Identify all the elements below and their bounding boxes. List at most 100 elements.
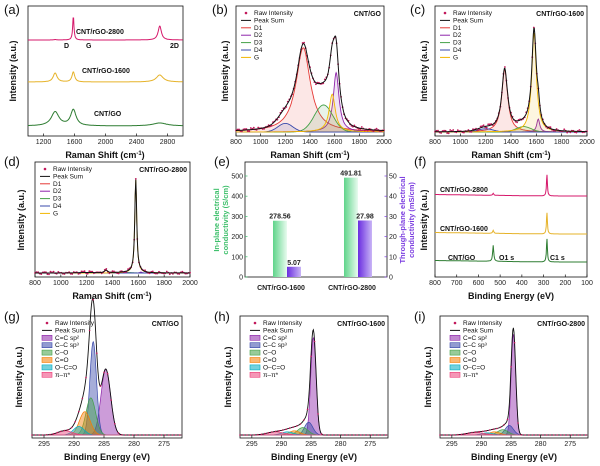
panel-a-xlabel: Raman Shift (cm-1) <box>65 150 144 160</box>
bar-through-1 <box>287 266 301 277</box>
raw-point <box>471 431 473 434</box>
panel-d-xticks: 800 1000 1200 1400 1600 1800 2000 <box>29 274 198 287</box>
raw-point <box>360 434 362 436</box>
panel-f-label: (f) <box>414 154 426 169</box>
panel-h-xlabel: Binding Energy (eV) <box>271 452 357 462</box>
legend-label: Raw Intensity <box>254 10 294 17</box>
raw-point <box>374 434 376 436</box>
raw-point <box>63 273 66 275</box>
panel-e-left-label-2: conductivity (S/cm) <box>221 185 230 255</box>
legend-label: C=C sp² <box>263 335 288 342</box>
raw-point <box>577 434 580 436</box>
raw-point <box>242 434 245 436</box>
tick-label: 1600 <box>131 280 147 287</box>
tick-label: 300 <box>538 280 550 287</box>
tick-label: 290 <box>476 441 488 448</box>
left-tick-label: 400 <box>231 194 243 201</box>
raw-point <box>110 399 112 401</box>
raw-point <box>440 132 442 134</box>
tick-label: 1600 <box>327 139 343 146</box>
tick-label: 1400 <box>503 139 519 146</box>
right-tick-label: 20 <box>389 234 397 241</box>
raw-point <box>504 66 506 68</box>
tick-label: 1200 <box>278 139 294 146</box>
right-tick-label: 40 <box>389 194 397 201</box>
raw-point <box>67 429 69 431</box>
legend-label: D3 <box>53 196 62 203</box>
legend-label: C=O <box>463 357 477 364</box>
legend-label: D2 <box>53 188 62 195</box>
raw-point <box>363 434 366 436</box>
raw-point <box>153 434 156 436</box>
raw-point <box>99 385 102 387</box>
raw-point <box>46 273 49 276</box>
legend-label: C=O <box>263 357 277 364</box>
raw-point <box>469 131 471 133</box>
panel-g-frame <box>31 315 183 439</box>
raw-point <box>60 430 62 433</box>
panel-c-fit <box>434 26 588 135</box>
raw-point <box>479 125 482 128</box>
legend-marker <box>449 364 461 371</box>
tick-label: 1400 <box>105 280 121 287</box>
tick-label: 295 <box>446 441 458 448</box>
raw-point <box>139 434 141 436</box>
legend-label: Peak Sum <box>55 327 85 334</box>
raw-point <box>463 131 465 134</box>
raw-point <box>151 270 154 273</box>
panel-b-xticks: 800 1000 1200 1400 1600 1800 2000 <box>230 133 392 146</box>
raw-point <box>157 434 159 436</box>
tick-label: 290 <box>68 441 80 448</box>
raw-point <box>150 434 152 436</box>
tick-label: 1800 <box>352 139 368 146</box>
legend-label: C–O <box>55 350 68 357</box>
band-d-label: D <box>64 43 69 50</box>
legend-label: D4 <box>254 47 263 54</box>
raw-point <box>264 432 266 435</box>
raw-point <box>124 434 127 436</box>
panel-d-label: (d) <box>4 154 20 169</box>
raw-point <box>370 434 373 436</box>
raw-point <box>164 434 166 436</box>
raw-point <box>476 129 479 132</box>
component-fill <box>236 105 384 132</box>
raw-point <box>274 430 277 433</box>
raw-point <box>363 129 366 132</box>
raw-point <box>481 125 483 127</box>
legend-marker <box>41 357 53 363</box>
raw-point <box>92 298 94 301</box>
legend-label: Raw Intensity <box>263 320 303 327</box>
panel-a-ylabel: Intensity (a.u.) <box>8 40 18 101</box>
raw-point <box>160 434 163 436</box>
raw-point <box>111 270 114 273</box>
raw-point <box>328 434 330 436</box>
tick-label: 2000 <box>98 139 114 146</box>
panel-e-right-label-1: Through-plane electrical <box>398 176 407 263</box>
raman-spectrum <box>28 71 183 83</box>
tick-label: 1800 <box>156 280 172 287</box>
raw-point <box>249 434 252 436</box>
left-tick-label: 0 <box>239 275 243 282</box>
right-tick-label: 0 <box>389 275 393 282</box>
raw-point <box>86 272 89 275</box>
raw-point <box>134 178 137 180</box>
raw-point <box>172 273 174 275</box>
raw-point <box>446 434 448 436</box>
legend-label: Peak Sum <box>463 327 493 334</box>
raw-point <box>349 434 351 436</box>
raw-point <box>485 126 488 129</box>
legend-marker <box>41 334 53 341</box>
raw-point <box>63 429 66 432</box>
raw-point <box>82 270 84 273</box>
raw-point <box>70 426 73 429</box>
legend-label: Peak Sum <box>453 17 483 24</box>
panel-h-xticks: 295 290 285 280 275 <box>246 435 376 448</box>
panel-f-xlabel: Binding Energy (eV) <box>468 291 554 301</box>
legend-marker <box>449 334 461 341</box>
bar-inplane-1 <box>273 220 287 277</box>
raw-point <box>560 434 562 436</box>
bar-inplane-value-2: 491.81 <box>340 171 362 178</box>
raw-point <box>542 434 544 436</box>
